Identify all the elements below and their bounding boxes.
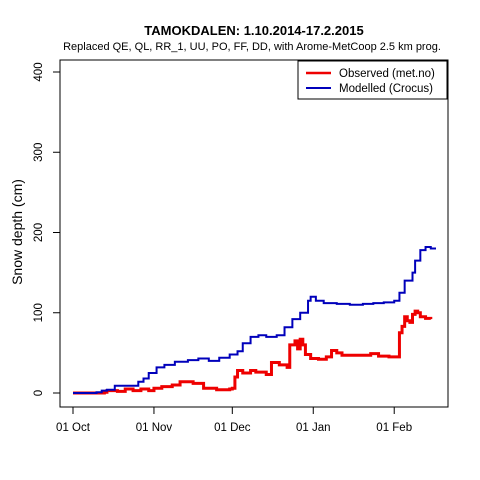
x-tick-label: 01 Nov [136, 422, 173, 434]
series-line-modelled [73, 245, 436, 394]
series-line-observed [73, 309, 433, 395]
x-tick-label: 01 Dec [214, 422, 251, 434]
chart-subtitle: Replaced QE, QL, RR_1, UU, PO, FF, DD, w… [63, 41, 441, 53]
x-tick-label: 01 Jan [296, 422, 331, 434]
x-tick-label: 01 Feb [376, 422, 412, 434]
y-tick-label: 400 [33, 62, 45, 81]
y-tick-label: 200 [33, 223, 45, 242]
x-axis: 01 Oct 01 Nov 01 Dec 01 Jan 01 Feb [56, 406, 412, 434]
legend-box [297, 60, 448, 100]
y-tick-label: 0 [33, 390, 45, 396]
legend: Observed (met.no) Modelled (Crocus) [297, 60, 448, 100]
y-axis: 0 100 200 300 400 [33, 62, 61, 396]
y-tick-label: 300 [33, 143, 45, 162]
x-tick-label: 01 Oct [56, 422, 91, 434]
legend-label-observed: Observed (met.no) [339, 68, 435, 80]
series-layer [73, 245, 436, 395]
legend-label-modelled: Modelled (Crocus) [339, 83, 433, 95]
y-axis-label: Snow depth (cm) [9, 179, 25, 285]
chart-title: TAMOKDALEN: 1.10.2014-17.2.2015 [144, 23, 363, 38]
y-tick-label: 100 [33, 303, 45, 322]
